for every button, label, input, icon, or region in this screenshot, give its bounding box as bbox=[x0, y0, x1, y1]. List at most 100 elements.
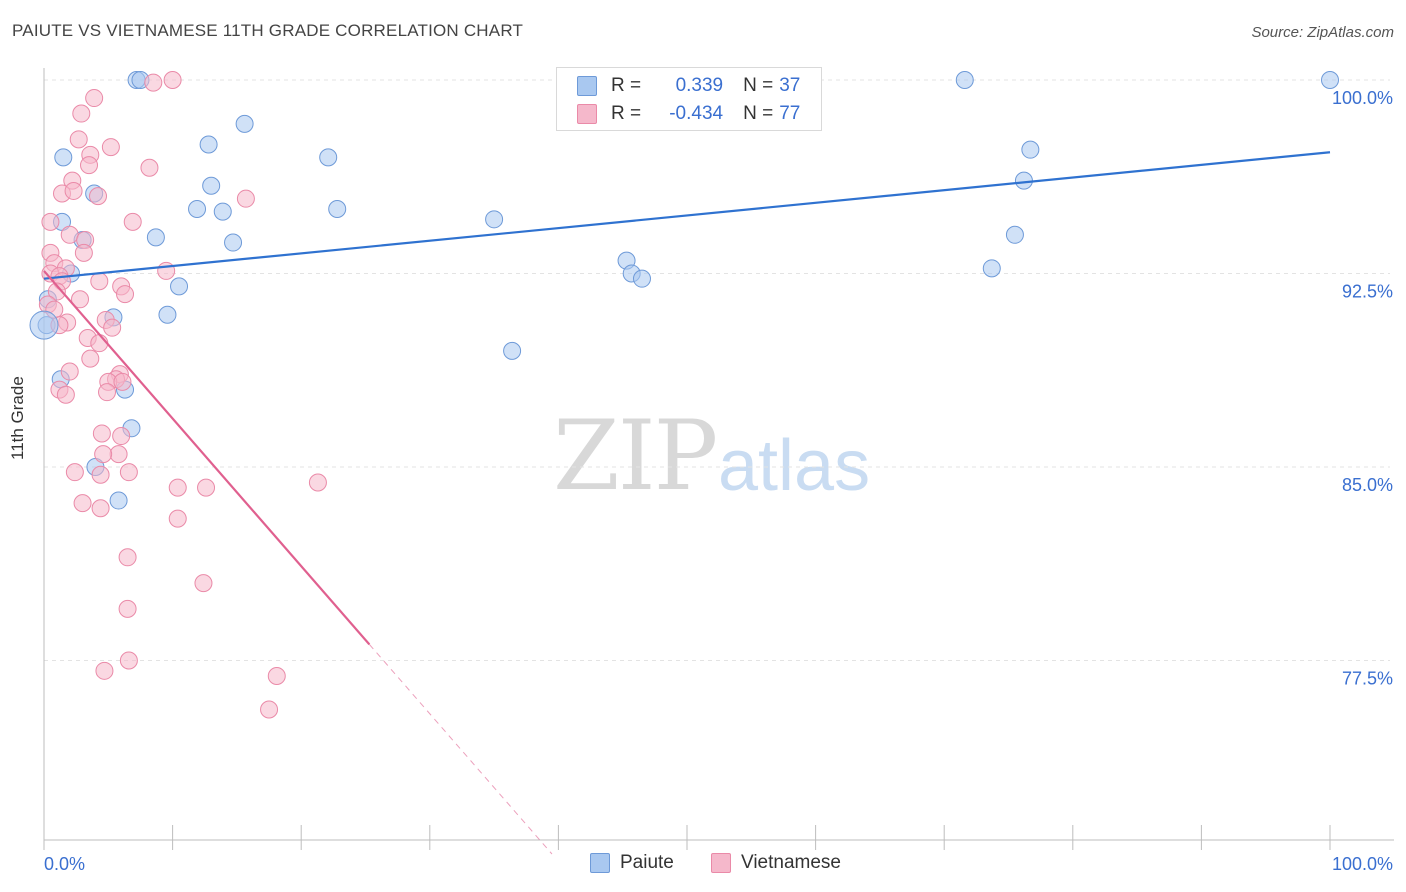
point-vietnamese bbox=[168, 478, 187, 497]
point-vietnamese bbox=[103, 318, 122, 337]
bottom-legend-swatch-paiute bbox=[590, 853, 610, 873]
point-vietnamese bbox=[60, 362, 79, 381]
trend-line-paiute bbox=[43, 151, 1331, 280]
bottom-legend-paiute: Paiute bbox=[590, 852, 674, 874]
point-vietnamese bbox=[60, 225, 79, 244]
point-vietnamese bbox=[73, 494, 92, 513]
point-paiute bbox=[188, 200, 207, 218]
point-vietnamese bbox=[163, 71, 182, 89]
point-vietnamese bbox=[116, 285, 135, 304]
y-tick-label: 85.0% bbox=[1342, 475, 1393, 495]
y-tick-label: 100.0% bbox=[1332, 88, 1393, 108]
point-paiute bbox=[328, 200, 347, 218]
legend-row-vietnamese: R = -0.434 N = 77 bbox=[577, 100, 800, 128]
point-vietnamese bbox=[91, 499, 110, 518]
point-vietnamese bbox=[119, 463, 138, 482]
point-paiute bbox=[319, 148, 338, 167]
point-paiute bbox=[632, 269, 651, 288]
point-vietnamese bbox=[89, 187, 108, 206]
legend-r-value: -0.434 bbox=[669, 103, 724, 124]
stats-legend: R = 0.339 N = 37 R = -0.434 N = 77 bbox=[556, 67, 822, 131]
bottom-legend-label-vietnamese: Vietnamese bbox=[741, 852, 841, 873]
point-vietnamese bbox=[140, 158, 159, 177]
point-vietnamese bbox=[90, 334, 109, 353]
trend-line-vietnamese bbox=[43, 270, 371, 646]
point-vietnamese bbox=[144, 73, 163, 92]
legend-swatch-vietnamese bbox=[577, 104, 597, 124]
point-vietnamese bbox=[101, 138, 120, 157]
point-paiute bbox=[109, 491, 128, 510]
point-vietnamese bbox=[109, 445, 128, 464]
y-tick-label: 77.5% bbox=[1342, 669, 1393, 689]
watermark-atlas: atlas bbox=[718, 426, 871, 506]
point-vietnamese bbox=[194, 574, 213, 593]
x-tick-label: 0.0% bbox=[44, 854, 85, 874]
watermark-zip: ZIP bbox=[553, 400, 718, 512]
legend-swatch-paiute bbox=[577, 76, 597, 96]
bottom-legend-swatch-vietnamese bbox=[711, 853, 731, 873]
legend-r-value: 0.339 bbox=[675, 75, 724, 96]
point-paiute bbox=[485, 210, 504, 229]
legend-n-value: 77 bbox=[779, 103, 801, 124]
point-paiute bbox=[982, 259, 1001, 278]
legend-r-label: R = bbox=[611, 103, 642, 124]
point-vietnamese bbox=[80, 156, 99, 175]
point-paiute bbox=[213, 202, 232, 221]
legend-n-value: 37 bbox=[779, 75, 801, 96]
point-paiute bbox=[1014, 171, 1033, 190]
legend-row-paiute: R = 0.339 N = 37 bbox=[577, 72, 800, 100]
point-vietnamese bbox=[92, 424, 111, 443]
point-vietnamese bbox=[98, 383, 117, 402]
point-vietnamese bbox=[69, 130, 88, 149]
legend-n-label: N = bbox=[743, 103, 774, 124]
point-vietnamese bbox=[168, 509, 187, 528]
x-tick-label: 100.0% bbox=[1332, 854, 1393, 874]
point-vietnamese bbox=[118, 548, 137, 567]
point-vietnamese bbox=[260, 700, 279, 719]
point-vietnamese bbox=[95, 661, 114, 680]
point-vietnamese bbox=[56, 385, 75, 404]
trend-line-extension-vietnamese bbox=[368, 644, 553, 855]
chart-title: PAIUTE VS VIETNAMESE 11TH GRADE CORRELAT… bbox=[12, 21, 524, 40]
point-paiute bbox=[54, 148, 73, 167]
point-vietnamese bbox=[308, 473, 327, 492]
point-vietnamese bbox=[94, 445, 113, 464]
legend-n-label: N = bbox=[743, 75, 774, 96]
point-paiute bbox=[235, 114, 254, 133]
y-tick-label: 92.5% bbox=[1342, 282, 1393, 302]
point-paiute bbox=[202, 176, 221, 195]
point-paiute bbox=[503, 341, 522, 360]
point-vietnamese bbox=[90, 272, 109, 291]
bottom-legend-label-paiute: Paiute bbox=[620, 852, 674, 873]
point-vietnamese bbox=[64, 181, 83, 200]
point-paiute bbox=[29, 310, 59, 340]
point-paiute bbox=[1021, 140, 1040, 159]
point-vietnamese bbox=[72, 104, 91, 123]
point-vietnamese bbox=[236, 189, 255, 208]
legend-r-label: R = bbox=[611, 75, 642, 96]
point-paiute bbox=[955, 71, 974, 89]
point-paiute bbox=[158, 305, 177, 324]
point-paiute bbox=[1005, 225, 1024, 244]
point-vietnamese bbox=[65, 463, 84, 482]
point-vietnamese bbox=[85, 89, 104, 108]
bottom-legend-vietnamese: Vietnamese bbox=[711, 852, 841, 874]
point-vietnamese bbox=[118, 599, 137, 618]
point-vietnamese bbox=[267, 666, 286, 685]
point-vietnamese bbox=[197, 478, 216, 497]
point-vietnamese bbox=[119, 651, 138, 670]
point-vietnamese bbox=[113, 372, 132, 391]
point-paiute bbox=[199, 135, 218, 154]
point-vietnamese bbox=[123, 212, 142, 231]
point-vietnamese bbox=[112, 427, 131, 446]
point-paiute bbox=[1321, 71, 1339, 89]
point-paiute bbox=[170, 277, 189, 296]
point-vietnamese bbox=[47, 282, 66, 301]
y-axis-label: 11th Grade bbox=[8, 376, 27, 460]
point-paiute bbox=[146, 228, 165, 247]
point-vietnamese bbox=[81, 349, 100, 368]
point-vietnamese bbox=[91, 465, 110, 484]
point-vietnamese bbox=[71, 290, 90, 309]
source-label: Source: ZipAtlas.com bbox=[1251, 24, 1394, 41]
